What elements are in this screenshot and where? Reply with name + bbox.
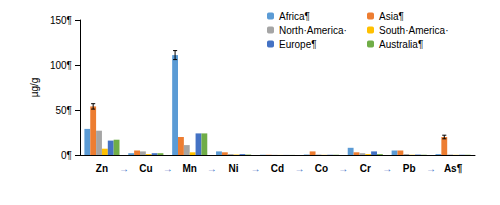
svg-text:→: → <box>426 163 436 174</box>
svg-text:→: → <box>207 163 217 174</box>
svg-text:Cr: Cr <box>360 163 371 174</box>
svg-text:Mn: Mn <box>182 163 196 174</box>
svg-text:As¶: As¶ <box>444 163 463 174</box>
svg-text:→: → <box>251 163 261 174</box>
svg-text:North·America·: North·America· <box>279 25 347 36</box>
svg-text:Co: Co <box>315 163 328 174</box>
svg-text:150¶: 150¶ <box>50 15 72 26</box>
svg-text:Australia¶: Australia¶ <box>379 39 423 50</box>
svg-text:0¶: 0¶ <box>61 150 72 161</box>
svg-text:Africa¶: Africa¶ <box>279 11 310 22</box>
svg-text:South·America·: South·America· <box>379 25 448 36</box>
svg-text:Zn: Zn <box>96 163 108 174</box>
svg-text:Europe¶: Europe¶ <box>279 39 317 50</box>
svg-text:50¶: 50¶ <box>56 105 73 116</box>
svg-text:µg/g: µg/g <box>29 78 40 98</box>
svg-text:→: → <box>119 163 129 174</box>
svg-text:Asia¶: Asia¶ <box>379 11 404 22</box>
svg-text:Pb: Pb <box>403 163 416 174</box>
svg-text:→: → <box>382 163 392 174</box>
svg-text:Ni: Ni <box>229 163 239 174</box>
svg-text:→: → <box>338 163 348 174</box>
svg-text:→: → <box>163 163 173 174</box>
svg-text:Cd: Cd <box>271 163 284 174</box>
svg-text:Cu: Cu <box>139 163 152 174</box>
svg-text:→: → <box>294 163 304 174</box>
svg-text:100¶: 100¶ <box>50 60 72 71</box>
